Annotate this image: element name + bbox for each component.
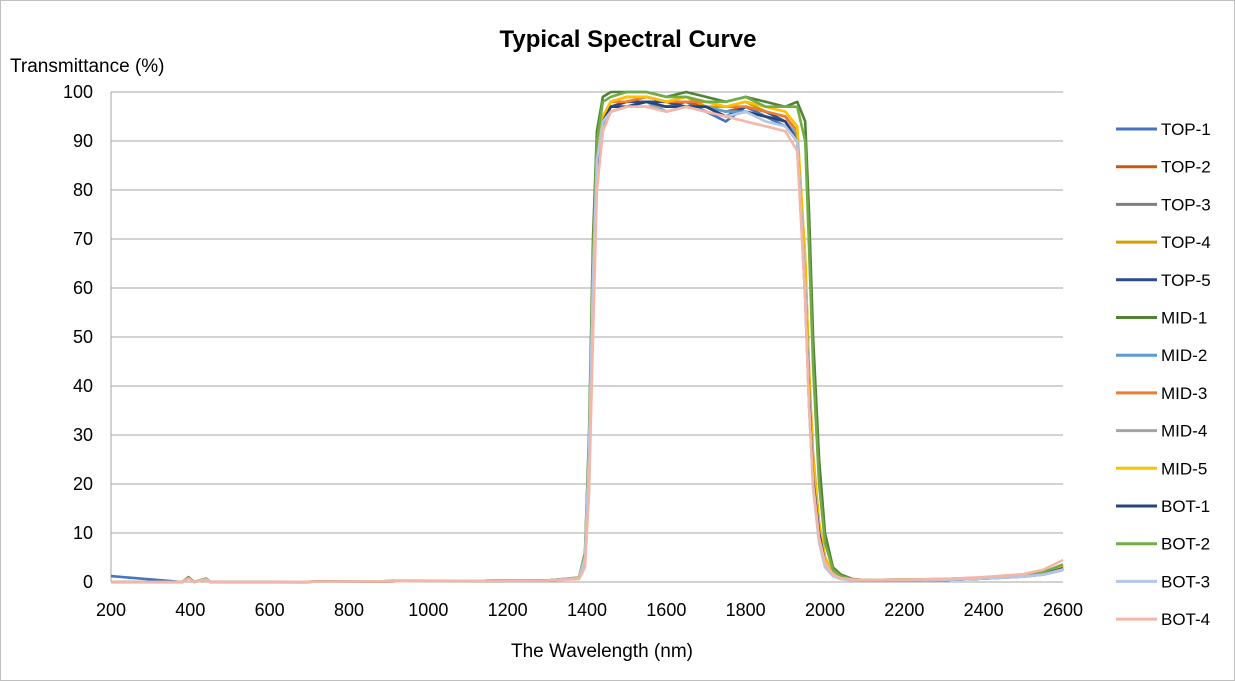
legend-label: TOP-4	[1161, 233, 1211, 252]
series-line-bot-4	[111, 105, 1064, 584]
y-tick-label: 100	[63, 82, 93, 102]
chart-title: Typical Spectral Curve	[500, 26, 757, 53]
series-layer	[110, 90, 1064, 584]
y-tick-label: 90	[73, 131, 93, 151]
x-tick-label: 600	[255, 600, 285, 620]
y-tick-label: 80	[73, 180, 93, 200]
y-tick-label: 40	[73, 376, 93, 396]
x-tick-label: 800	[334, 600, 364, 620]
legend-label: MID-2	[1161, 346, 1207, 365]
y-tick-label: 20	[73, 474, 93, 494]
legend-label: BOT-1	[1161, 497, 1210, 516]
legend-label: MID-5	[1161, 459, 1207, 478]
legend-label: BOT-2	[1161, 535, 1210, 554]
legend: TOP-1 TOP-2 TOP-3 TOP-4 TOP-5 MID-1 MID-2 MID-3…	[1116, 120, 1211, 629]
legend-label: TOP-5	[1161, 271, 1211, 290]
legend-label: TOP-1	[1161, 120, 1211, 139]
x-tick-label: 2400	[964, 600, 1004, 620]
y-tick-label: 0	[83, 572, 93, 592]
x-tick-label: 1000	[408, 600, 448, 620]
y-tick-label: 10	[73, 523, 93, 543]
x-tick-label: 2000	[805, 600, 845, 620]
x-tick-label: 200	[96, 600, 126, 620]
y-tick-label: 30	[73, 425, 93, 445]
legend-label: TOP-3	[1161, 195, 1211, 214]
y-tick-label: 70	[73, 229, 93, 249]
x-axis-label: The Wavelength (nm)	[511, 641, 693, 662]
tick-layer: 0 10 20 30 40 50 60 70 80 90 100 200 400 600 800 1000 12…	[63, 82, 1083, 620]
y-tick-label: 60	[73, 278, 93, 298]
x-tick-label: 400	[175, 600, 205, 620]
legend-label: MID-1	[1161, 309, 1207, 328]
x-tick-label: 2200	[884, 600, 924, 620]
y-tick-label: 50	[73, 327, 93, 347]
x-tick-label: 1200	[488, 600, 528, 620]
legend-label: BOT-3	[1161, 572, 1210, 591]
x-tick-label: 1600	[646, 600, 686, 620]
grid-layer	[110, 91, 1063, 583]
y-axis-label: Transmittance (%)	[10, 56, 165, 77]
legend-label: BOT-4	[1161, 610, 1210, 629]
legend-label: MID-3	[1161, 384, 1207, 403]
x-tick-label: 2600	[1043, 600, 1083, 620]
x-tick-label: 1800	[726, 600, 766, 620]
legend-label: TOP-2	[1161, 158, 1211, 177]
legend-label: MID-4	[1161, 422, 1207, 441]
x-tick-label: 1400	[567, 600, 607, 620]
